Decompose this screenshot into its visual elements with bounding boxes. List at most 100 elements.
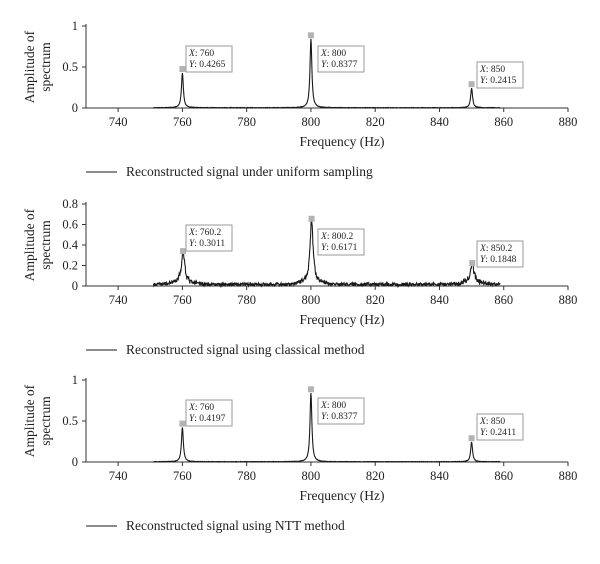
- datatip-x-value: : 800: [327, 401, 347, 411]
- datatip-x-value: : 800.2: [327, 232, 354, 242]
- y-tick-label: 0: [72, 101, 78, 115]
- datatip-y-label: Y: [480, 255, 487, 265]
- datatip-y-value: : 0.4197: [194, 414, 225, 424]
- y-axis-title: spectrum: [38, 396, 53, 446]
- legend-label: Reconstructed signal using NTT method: [126, 518, 345, 533]
- x-tick-label: 840: [430, 469, 449, 483]
- datatip-y-label: Y: [189, 239, 196, 249]
- x-tick-label: 800: [302, 293, 321, 307]
- y-tick-label: 0.8: [62, 197, 78, 211]
- datatip-y-line: Y: 0.4197: [189, 414, 226, 424]
- datatip-y-line: Y: 0.2415: [480, 76, 517, 86]
- datatip-y-label: Y: [321, 243, 328, 253]
- datatip-box: [317, 228, 365, 256]
- datatip-box: [317, 397, 365, 425]
- datatip: X: 850.2Y: 0.1848: [476, 240, 524, 268]
- peak-marker: [179, 420, 186, 427]
- x-tick-label: 820: [366, 469, 385, 483]
- datatip-y-line: Y: 0.6171: [321, 243, 358, 253]
- datatip-y-value: : 0.6171: [326, 243, 357, 253]
- y-tick-label: 0.5: [62, 414, 78, 428]
- y-tick-label: 1: [72, 19, 78, 33]
- y-axis-title: Amplitude of: [22, 30, 37, 103]
- datatip-x-line: X: 800: [320, 49, 346, 59]
- datatip-x-label: X: [188, 228, 196, 238]
- datatip-y-line: Y: 0.8377: [321, 412, 358, 422]
- y-tick-label: 0.6: [62, 218, 78, 232]
- datatip-x-line: X: 760: [188, 403, 214, 413]
- x-tick-label: 780: [237, 293, 256, 307]
- datatip-box: [317, 45, 365, 73]
- datatip-box: [476, 240, 524, 268]
- x-tick-label: 840: [430, 115, 449, 129]
- legend-label: Reconstructed signal under uniform sampl…: [126, 164, 373, 179]
- legend: Reconstructed signal using classical met…: [86, 342, 365, 357]
- datatip-box: [185, 45, 233, 73]
- y-tick-label: 1: [72, 373, 78, 387]
- datatip-y-label: Y: [321, 60, 328, 70]
- datatip-x-label: X: [320, 401, 328, 411]
- peak-marker: [469, 260, 476, 267]
- datatip-x-label: X: [320, 232, 328, 242]
- datatip: X: 800.2Y: 0.6171: [317, 228, 365, 256]
- datatip-box: [476, 61, 524, 89]
- chart-panel-2: 740 760 780 800 820 840 860 880 0 0.2 0.4 0.6 0.8 Amp…: [22, 197, 577, 357]
- peak-marker: [307, 32, 314, 39]
- y-axis-title: spectrum: [38, 42, 53, 92]
- datatip-x-label: X: [479, 417, 487, 427]
- datatip-x-value: : 850: [486, 65, 506, 75]
- datatip-y-value: : 0.8377: [326, 60, 357, 70]
- datatip-y-value: : 0.3011: [194, 239, 225, 249]
- datatip-y-label: Y: [480, 76, 487, 86]
- datatip-x-value: : 760: [195, 403, 215, 413]
- legend: Reconstructed signal under uniform sampl…: [86, 164, 373, 179]
- datatip-y-label: Y: [189, 60, 196, 70]
- datatip-x-value: : 800: [327, 49, 347, 59]
- peak-marker: [308, 215, 315, 222]
- x-tick-label: 800: [302, 469, 321, 483]
- datatip-x-line: X: 800: [320, 401, 346, 411]
- datatip-box: [476, 413, 524, 441]
- datatip-x-value: : 760: [195, 49, 215, 59]
- y-tick-label: 0: [72, 455, 78, 469]
- x-tick-label: 880: [559, 469, 578, 483]
- datatip-y-line: Y: 0.2411: [480, 428, 516, 438]
- x-tick-label: 860: [494, 469, 513, 483]
- x-axis-title: Frequency (Hz): [299, 134, 384, 149]
- datatip-x-value: : 850: [486, 417, 506, 427]
- datatip-y-value: : 0.2415: [485, 76, 516, 86]
- datatip-y-value: : 0.1848: [485, 255, 516, 265]
- datatip-y-value: : 0.4265: [194, 60, 225, 70]
- x-tick-label: 880: [559, 115, 578, 129]
- legend: Reconstructed signal using NTT method: [86, 518, 345, 533]
- chart-panel-1: 740 760 780 800 820 840 860 880 0 0.5 1 Amplitude o…: [22, 19, 577, 179]
- peak-marker: [180, 248, 187, 255]
- datatip-x-label: X: [320, 49, 328, 59]
- datatip-x-line: X: 850.2: [479, 244, 512, 254]
- datatip-y-line: Y: 0.1848: [480, 255, 517, 265]
- datatip-y-value: : 0.8377: [326, 412, 357, 422]
- y-tick-label: 0.2: [62, 259, 78, 273]
- datatip-x-line: X: 760: [188, 49, 214, 59]
- x-tick-label: 820: [366, 293, 385, 307]
- datatip-x-line: X: 800.2: [320, 232, 353, 242]
- x-tick-label: 780: [237, 469, 256, 483]
- x-tick-label: 740: [109, 469, 128, 483]
- datatip-y-label: Y: [480, 428, 487, 438]
- datatip-y-line: Y: 0.8377: [321, 60, 358, 70]
- peak-marker: [179, 66, 186, 73]
- x-tick-label: 760: [173, 115, 192, 129]
- x-tick-label: 760: [173, 293, 192, 307]
- y-tick-label: 0.4: [62, 238, 78, 252]
- spectrum-series-line: [152, 217, 501, 289]
- legend-label: Reconstructed signal using classical met…: [126, 342, 365, 357]
- datatip-x-value: : 850.2: [486, 244, 513, 254]
- x-axis-title: Frequency (Hz): [299, 488, 384, 503]
- x-tick-label: 820: [366, 115, 385, 129]
- chart-panel-3: 740 760 780 800 820 840 860 880 0 0.5 1 Amplitude o…: [22, 373, 577, 533]
- y-axis-title: Amplitude of: [22, 208, 37, 281]
